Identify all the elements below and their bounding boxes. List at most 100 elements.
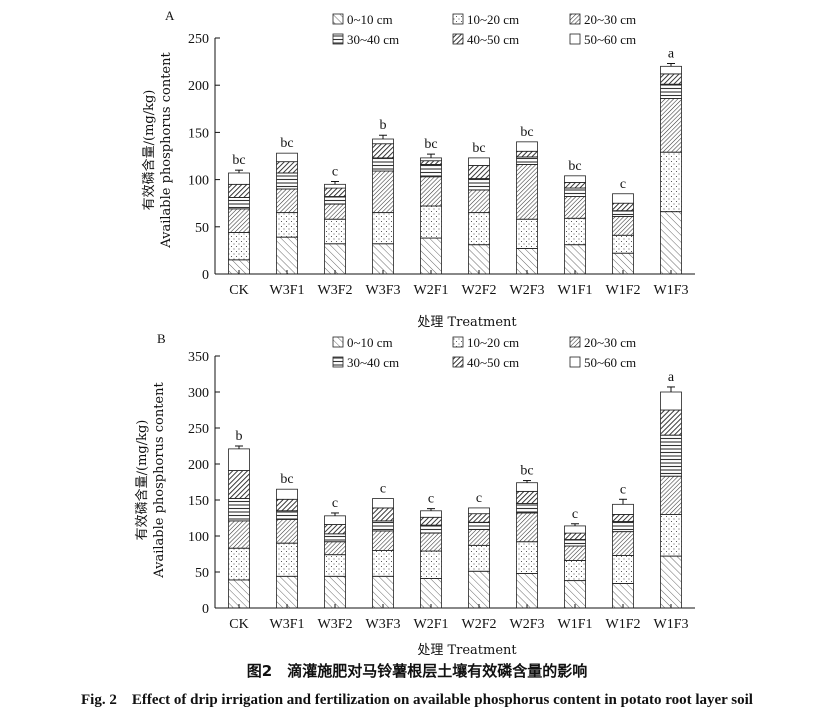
legend-label: 10~20 cm (467, 335, 519, 350)
bar-segment (228, 579, 250, 609)
x-tick-label: W3F3 (366, 283, 401, 298)
y-tick-label: 250 (188, 32, 209, 47)
significance-label: bc (520, 464, 533, 479)
bar-segment (228, 498, 250, 522)
bar-segment (468, 544, 490, 572)
x-tick-label: W1F2 (606, 283, 641, 298)
bar-segment (660, 211, 682, 275)
bar-segment (420, 510, 442, 518)
bar-segment (372, 243, 394, 275)
x-tick-label: W1F1 (558, 283, 593, 298)
bar-segment (420, 524, 442, 534)
bar-segment (324, 187, 346, 197)
bar-segment (516, 141, 538, 152)
bar-segment (420, 532, 442, 552)
legend-swatch (332, 356, 344, 368)
bar-segment (372, 498, 394, 509)
bar-segment (324, 243, 346, 275)
significance-label: c (620, 482, 626, 497)
x-tick-label: W3F3 (366, 617, 401, 632)
bar-segment (660, 151, 682, 213)
panel-b-x-axis-title: 处理 Treatment (417, 643, 517, 655)
panel-a-y-axis-title-cn: 有效磷含量/(mg/kg) (141, 90, 157, 211)
bar-segment (324, 575, 346, 609)
y-tick-label: 200 (188, 79, 209, 94)
bar-segment (276, 236, 298, 275)
bar-segment (612, 503, 634, 515)
significance-label: b (380, 118, 387, 133)
bar-segment (276, 510, 298, 520)
x-tick-label: W2F1 (414, 617, 449, 632)
panel-b: B 0~10 cm 10~20 cm 20~30 cm 30~40 cm 40~50 c… (134, 331, 695, 655)
panel-b-label: B (157, 331, 166, 346)
bar-segment (324, 524, 346, 535)
bar-segment (660, 83, 682, 99)
panel-a-label: A (165, 8, 175, 23)
significance-label: c (332, 164, 338, 179)
bar-segment (228, 259, 250, 275)
bar-segment (468, 244, 490, 275)
significance-label: bc (280, 472, 293, 487)
bar-segment (612, 252, 634, 275)
bar-segment (324, 533, 346, 543)
x-tick-label: W1F2 (606, 617, 641, 632)
bar-segment (372, 550, 394, 577)
y-tick-label: 0 (202, 268, 209, 283)
panel-b-bars: b bc c c c c bc c c a (228, 370, 682, 609)
bar-segment (660, 475, 682, 515)
y-tick-label: 250 (188, 422, 209, 437)
legend-label: 30~40 cm (347, 355, 399, 370)
bar-segment (276, 152, 298, 163)
significance-label: c (428, 492, 434, 507)
panel-a-legend: 0~10 cm 10~20 cm 20~30 cm 30~40 cm 40~50 cm 5… (332, 12, 636, 47)
bar-segment (516, 541, 538, 574)
bar-segment (564, 525, 586, 534)
legend-swatch (569, 336, 581, 348)
legend-swatch (452, 33, 464, 45)
bar-segment (228, 232, 250, 261)
bar-segment (516, 164, 538, 220)
significance-label: bc (472, 141, 485, 156)
bar-segment (516, 503, 538, 514)
x-tick-label: CK (229, 617, 248, 632)
legend-swatch (452, 336, 464, 348)
legend-label: 30~40 cm (347, 32, 399, 47)
panel-b-legend: 0~10 cm 10~20 cm 20~30 cm 30~40 cm 40~50 cm 5… (332, 335, 636, 370)
legend-label: 50~60 cm (584, 32, 636, 47)
bar-segment (564, 182, 586, 189)
x-tick-label: W3F1 (270, 283, 305, 298)
panel-a-y-axis-title-en: Available phosphorus content (159, 52, 174, 249)
bar-segment (228, 520, 250, 549)
bar-segment (612, 531, 634, 556)
panel-a-bars: bc bc c b bc bc bc bc c a (228, 46, 682, 275)
legend-label: 40~50 cm (467, 32, 519, 47)
bar-segment (420, 578, 442, 609)
legend-swatch (452, 356, 464, 368)
x-tick-label: W3F1 (270, 617, 305, 632)
bar-segment (516, 150, 538, 158)
bar-segment (276, 519, 298, 544)
x-tick-label: W1F3 (654, 617, 689, 632)
bar-segment (324, 196, 346, 205)
x-tick-label: W1F3 (654, 283, 689, 298)
significance-label: bc (280, 136, 293, 151)
bar-segment (228, 448, 250, 471)
bar-segment (420, 157, 442, 162)
legend-swatch (452, 13, 464, 25)
panel-b-axes: 0 50 100 150 200 250 300 350 CK W3F1 W3F2 W3F3 W2F1 W… (188, 350, 695, 632)
legend-swatch (332, 33, 344, 45)
legend-label: 20~30 cm (584, 12, 636, 27)
bar-segment (324, 554, 346, 577)
bar-segment (372, 157, 394, 172)
figure-canvas: A 0~10 cm 10~20 cm 20~30 cm 30~40 cm 40~50 c… (134, 8, 695, 655)
panel-b-y-axis-title-cn: 有效磷含量/(mg/kg) (134, 420, 150, 541)
panel-b-y-axis-title-en: Available phosphorus content (152, 382, 167, 579)
bar-segment (276, 498, 298, 512)
panel-a-x-axis-title: 处理 Treatment (417, 315, 517, 330)
bar-segment (420, 176, 442, 207)
significance-label: bc (424, 137, 437, 152)
significance-label: c (620, 177, 626, 192)
legend-label: 0~10 cm (347, 12, 393, 27)
bar-segment (564, 539, 586, 547)
legend-swatch (569, 13, 581, 25)
